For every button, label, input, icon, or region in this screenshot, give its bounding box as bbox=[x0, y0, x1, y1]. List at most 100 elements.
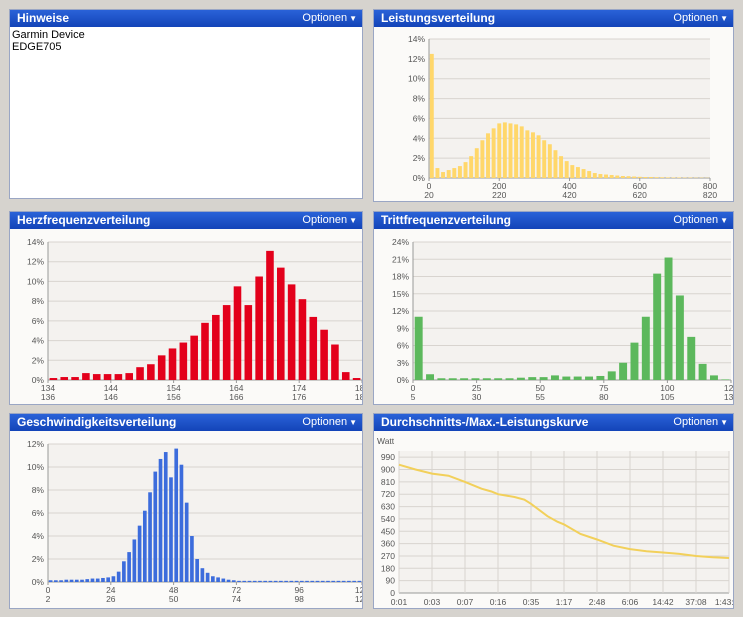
y-tick-label: 2% bbox=[32, 554, 45, 564]
y-tick-label: 9% bbox=[397, 323, 410, 333]
y-tick-label: 0% bbox=[413, 173, 426, 183]
y-tick-label: 10% bbox=[27, 462, 44, 472]
y-tick-label: 6% bbox=[32, 316, 45, 326]
y-tick-label: 6% bbox=[32, 508, 45, 518]
histogram-bar bbox=[247, 580, 252, 582]
x-tick-label: 0:03 bbox=[424, 597, 441, 607]
histogram-bar bbox=[64, 579, 69, 582]
histogram-bar bbox=[132, 539, 137, 582]
histogram-bar bbox=[547, 144, 552, 178]
chevron-down-icon: ▼ bbox=[349, 216, 357, 225]
x-tick-label: 156 bbox=[167, 392, 181, 402]
x-tick-label: 50 bbox=[535, 383, 545, 393]
notes-options-button[interactable]: Optionen ▼ bbox=[302, 11, 357, 26]
x-tick-label: 14:42 bbox=[652, 597, 674, 607]
histogram-bar bbox=[309, 316, 318, 380]
x-tick-label: 166 bbox=[229, 392, 243, 402]
x-tick-label: 37:08 bbox=[685, 597, 707, 607]
heartrate-options-button[interactable]: Optionen ▼ bbox=[302, 213, 357, 228]
histogram-bar bbox=[592, 173, 597, 178]
histogram-bar bbox=[626, 176, 631, 178]
histogram-bar bbox=[426, 374, 435, 380]
histogram-bar bbox=[92, 374, 101, 380]
x-tick-label: 30 bbox=[472, 392, 482, 402]
histogram-bar bbox=[486, 133, 490, 178]
meanmax-options-button[interactable]: Optionen ▼ bbox=[673, 415, 728, 430]
x-tick-label: 154 bbox=[167, 383, 181, 393]
x-tick-label: 174 bbox=[292, 383, 306, 393]
histogram-bar bbox=[615, 175, 620, 178]
power-curve-line bbox=[398, 463, 730, 559]
histogram-bar bbox=[142, 510, 147, 582]
meanmax-panel-header: Durchschnitts-/Max.-Leistungskurve Optio… bbox=[374, 414, 733, 431]
histogram-bar bbox=[273, 580, 278, 582]
histogram-bar bbox=[604, 174, 608, 178]
options-label: Optionen bbox=[673, 12, 719, 24]
y-tick-label: 12% bbox=[27, 439, 44, 449]
histogram-bar bbox=[127, 552, 131, 582]
x-tick-label: 220 bbox=[492, 190, 506, 200]
histogram-bar bbox=[514, 124, 519, 178]
cadence-options-button[interactable]: Optionen ▼ bbox=[673, 213, 728, 228]
histogram-bar bbox=[148, 492, 152, 582]
x-tick-label: 50 bbox=[169, 594, 179, 604]
histogram-bar bbox=[341, 580, 346, 582]
x-tick-label: 120 bbox=[355, 585, 362, 595]
y-tick-label: 450 bbox=[381, 526, 395, 536]
histogram-bar bbox=[190, 335, 198, 380]
histogram-bar bbox=[320, 329, 328, 380]
x-tick-label: 24 bbox=[106, 585, 116, 595]
histogram-bar bbox=[258, 580, 262, 582]
histogram-bar bbox=[184, 502, 189, 582]
y-tick-label: 0% bbox=[397, 375, 410, 385]
histogram-bar bbox=[665, 177, 670, 178]
histogram-bar bbox=[331, 344, 339, 380]
histogram-bar bbox=[630, 342, 639, 380]
y-tick-label: 3% bbox=[397, 358, 410, 368]
x-tick-label: 20 bbox=[424, 190, 434, 200]
histogram-bar bbox=[491, 128, 496, 178]
y-tick-label: 8% bbox=[32, 296, 45, 306]
power-options-button[interactable]: Optionen ▼ bbox=[673, 11, 728, 26]
x-tick-label: 620 bbox=[633, 190, 647, 200]
meanmax-panel-title: Durchschnitts-/Max.-Leistungskurve bbox=[381, 415, 589, 429]
x-tick-label: 200 bbox=[492, 181, 506, 191]
histogram-bar bbox=[463, 162, 468, 178]
x-tick-label: 146 bbox=[104, 392, 118, 402]
histogram-bar bbox=[212, 314, 220, 380]
speed-panel-header: Geschwindigkeitsverteilung Optionen ▼ bbox=[10, 414, 362, 431]
histogram-bar bbox=[101, 577, 105, 582]
speed-panel-title: Geschwindigkeitsverteilung bbox=[17, 415, 177, 429]
y-axis-unit-label: Watt bbox=[377, 436, 395, 446]
histogram-bar bbox=[326, 580, 330, 582]
histogram-bar bbox=[60, 377, 69, 380]
histogram-bar bbox=[570, 165, 575, 178]
histogram-bar bbox=[641, 316, 650, 380]
x-tick-label: 134 bbox=[41, 383, 55, 393]
histogram-bar bbox=[528, 377, 537, 380]
x-tick-label: 0:07 bbox=[457, 597, 474, 607]
x-tick-label: 72 bbox=[232, 585, 242, 595]
x-tick-label: 0 bbox=[427, 181, 432, 191]
histogram-bar bbox=[153, 471, 158, 582]
y-tick-label: 270 bbox=[381, 551, 395, 561]
options-label: Optionen bbox=[673, 214, 719, 226]
histogram-bar bbox=[49, 378, 58, 380]
y-tick-label: 720 bbox=[381, 489, 395, 499]
histogram-bar bbox=[179, 464, 184, 582]
histogram-bar bbox=[174, 448, 179, 582]
histogram-bar bbox=[596, 375, 605, 380]
histogram-bar bbox=[211, 576, 215, 582]
histogram-bar bbox=[195, 559, 199, 582]
y-tick-label: 810 bbox=[381, 477, 395, 487]
x-tick-label: 2 bbox=[46, 594, 51, 604]
speed-options-button[interactable]: Optionen ▼ bbox=[302, 415, 357, 430]
histogram-bar bbox=[341, 372, 350, 380]
y-tick-label: 10% bbox=[27, 276, 44, 286]
histogram-bar bbox=[585, 376, 594, 380]
histogram-bar bbox=[289, 580, 294, 582]
histogram-bar bbox=[59, 580, 63, 582]
x-tick-label: 26 bbox=[106, 594, 116, 604]
histogram-bar bbox=[637, 176, 642, 178]
histogram-bar bbox=[539, 377, 548, 380]
